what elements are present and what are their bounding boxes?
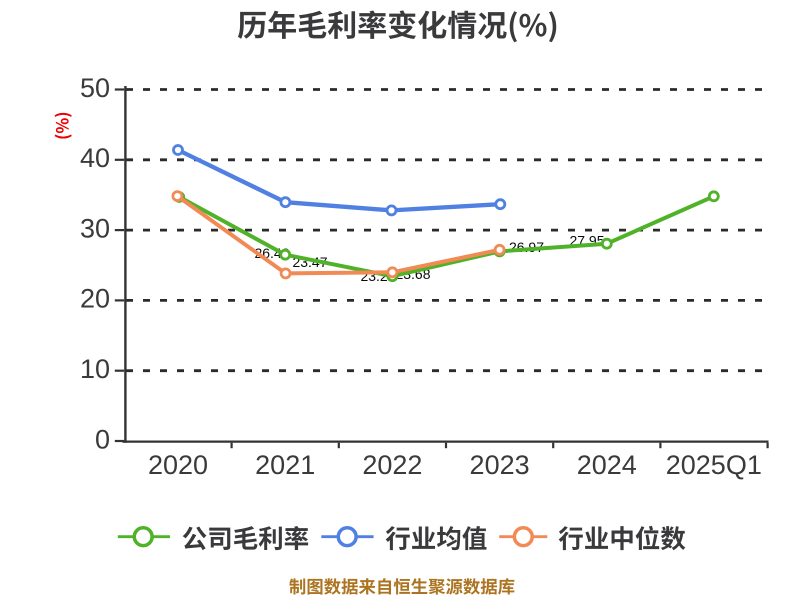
svg-text:2025Q1: 2025Q1: [666, 450, 762, 480]
svg-text:0: 0: [95, 424, 110, 454]
svg-text:30: 30: [80, 213, 110, 243]
svg-text:2022: 2022: [362, 450, 422, 480]
svg-text:40: 40: [80, 143, 110, 173]
svg-text:10: 10: [80, 354, 110, 384]
svg-text:20: 20: [80, 284, 110, 314]
svg-text:2024: 2024: [577, 450, 637, 480]
svg-text:50: 50: [80, 73, 110, 103]
svg-text:2020: 2020: [148, 450, 208, 480]
svg-text:2021: 2021: [255, 450, 315, 480]
svg-text:2023: 2023: [470, 450, 530, 480]
